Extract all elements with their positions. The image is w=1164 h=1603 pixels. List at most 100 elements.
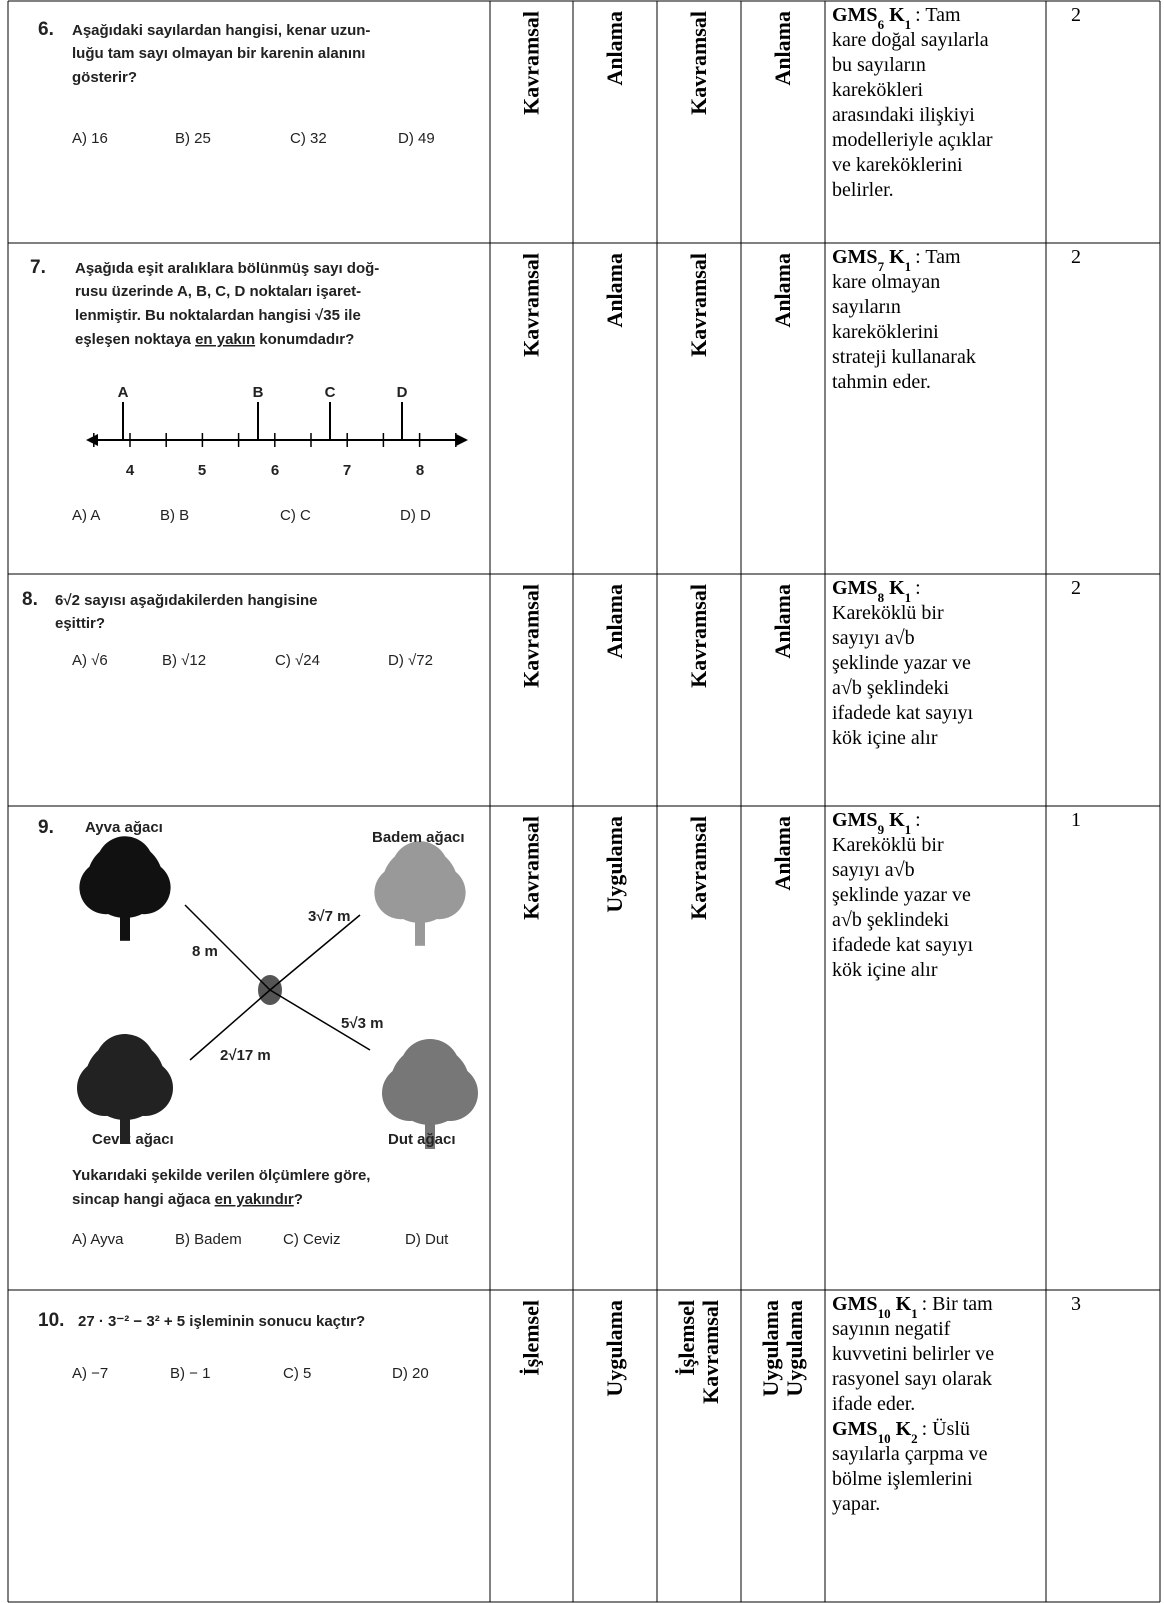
outcome-code: GMS <box>832 1293 878 1315</box>
level-label: İşlemsel <box>674 1300 699 1376</box>
outcome-line: Kareköklü bir <box>832 602 944 624</box>
outcome-text: : <box>915 809 921 831</box>
text-part: konumdadır? <box>255 331 354 348</box>
question-line: rusu üzerinde A, B, C, D noktaları işare… <box>75 283 361 300</box>
tree-crown <box>400 1039 460 1099</box>
level-label: Uygulama <box>758 1300 783 1397</box>
outcome-line: GMS10 K2: Üslü <box>832 1417 970 1446</box>
outcome-line: strateji kullanarak <box>832 346 976 368</box>
answer-option: A) √6 <box>72 652 108 669</box>
answer-option: D) 49 <box>398 130 435 147</box>
question-line: 27 · 3⁻² − 3² + 5 işleminin sonucu kaçtı… <box>78 1313 365 1330</box>
outcome-subscript: 1 <box>905 259 912 274</box>
outcome-line: ve kareköklerini <box>832 154 963 176</box>
question-number: 8. <box>22 589 38 610</box>
answer-option: D) D <box>400 507 431 524</box>
distance-arrow <box>269 914 361 991</box>
figure-label: Ceviz ağacı <box>92 1131 174 1148</box>
figure-label: 8 m <box>192 943 218 960</box>
outcome-code: K <box>889 246 905 268</box>
outcome-line: kareköklerini <box>832 321 939 343</box>
outcome-line: belirler. <box>832 179 894 201</box>
underlined-text: en yakındır <box>215 1191 294 1208</box>
question-line: luğu tam sayı olmayan bir karenin alanın… <box>72 45 365 62</box>
tick-label: 8 <box>416 462 424 479</box>
tick-label: 6 <box>271 462 279 479</box>
level-label: Anlama <box>770 11 795 86</box>
answer-option: C) 32 <box>290 130 327 147</box>
outcome-line: sayıyı a√b <box>832 627 915 649</box>
level-label: Kavramsal <box>686 253 711 357</box>
outcome-line: Kareköklü bir <box>832 834 944 856</box>
answer-option: C) C <box>280 507 311 524</box>
question-line: Aşağıda eşit aralıklara bölünmüş sayı do… <box>75 260 379 277</box>
level-label: Kavramsal <box>686 584 711 688</box>
level-label: Kavramsal <box>698 1300 723 1404</box>
outcome-line: a√b şeklindeki <box>832 677 950 699</box>
score: 2 <box>1071 246 1081 268</box>
figure-label: Badem ağacı <box>372 829 465 846</box>
question-number: 10. <box>38 1310 64 1331</box>
level-label: Kavramsal <box>519 584 544 688</box>
figure-label: 3√7 m <box>308 908 350 925</box>
answer-option: A) 16 <box>72 130 108 147</box>
outcome-line: rasyonel sayı olarak <box>832 1368 992 1390</box>
outcome-line: GMS8 K1: <box>832 577 921 605</box>
level-label: Uygulama <box>602 1300 627 1397</box>
outcome-subscript: 1 <box>905 822 912 837</box>
outcome-text: : Üslü <box>922 1417 970 1440</box>
answer-option: B) Badem <box>175 1231 242 1248</box>
outcome-line: modelleriyle açıklar <box>832 129 993 151</box>
outcome-line: şeklinde yazar ve <box>832 884 971 906</box>
level-label: Kavramsal <box>686 816 711 920</box>
question-line: gösterir? <box>72 69 137 86</box>
score: 1 <box>1071 809 1081 831</box>
answer-option: C) √24 <box>275 652 320 669</box>
answer-option: D) Dut <box>405 1231 449 1248</box>
level-label: Anlama <box>770 584 795 659</box>
outcome-subscript: 10 <box>878 1306 891 1321</box>
outcome-text: : <box>915 577 921 599</box>
figure-label: 2√17 m <box>220 1047 271 1064</box>
answer-option: D) 20 <box>392 1365 429 1382</box>
answer-option: A) Ayva <box>72 1231 124 1248</box>
figure-label: Ayva ağacı <box>85 819 163 836</box>
level-label: Kavramsal <box>519 816 544 920</box>
outcome-subscript: 1 <box>911 1306 918 1321</box>
question-line: 6√2 sayısı aşağıdakilerden hangisine <box>55 592 318 609</box>
outcome-line: sayının negatif <box>832 1318 951 1340</box>
answer-option: A) A <box>72 507 100 524</box>
level-label: Uygulama <box>602 816 627 913</box>
outcome-line: GMS6 K1: Tam <box>832 4 961 32</box>
outcome-subscript: 9 <box>878 822 885 837</box>
answer-option: D) √72 <box>388 652 433 669</box>
level-label: Kavramsal <box>519 11 544 115</box>
outcome-code: K <box>889 809 905 831</box>
outcome-line: bölme işlemlerini <box>832 1468 973 1490</box>
point-label: B <box>253 384 264 401</box>
answer-option: A) −7 <box>72 1365 108 1382</box>
outcome-subscript: 1 <box>905 17 912 32</box>
outcome-subscript: 8 <box>878 590 885 605</box>
text-part: ? <box>294 1191 303 1208</box>
level-label: Anlama <box>602 11 627 86</box>
outcome-line: arasındaki ilişkiyi <box>832 104 975 126</box>
outcome-code: K <box>889 4 905 26</box>
outcome-code: GMS <box>832 246 878 268</box>
answer-option: B) − 1 <box>170 1365 210 1382</box>
outcome-line: kare doğal sayılarla <box>832 29 989 51</box>
level-label: Uygulama <box>782 1300 807 1397</box>
arrow-head <box>456 434 468 446</box>
point-label: C <box>325 384 336 401</box>
outcome-line: şeklinde yazar ve <box>832 652 971 674</box>
outcome-text: : Tam <box>915 246 961 268</box>
outcome-line: ifadede kat sayıyı <box>832 702 973 724</box>
outcome-line: kök içine alır <box>832 959 938 981</box>
tick-label: 4 <box>126 462 135 479</box>
outcome-line: GMS10 K1: Bir tam <box>832 1293 993 1321</box>
question-line: eşleşen noktaya en yakın konumdadır? <box>75 331 354 348</box>
score: 2 <box>1071 577 1081 599</box>
tick-label: 7 <box>343 462 351 479</box>
outcome-text: : Bir tam <box>922 1293 994 1315</box>
outcome-line: ifade eder. <box>832 1393 915 1415</box>
